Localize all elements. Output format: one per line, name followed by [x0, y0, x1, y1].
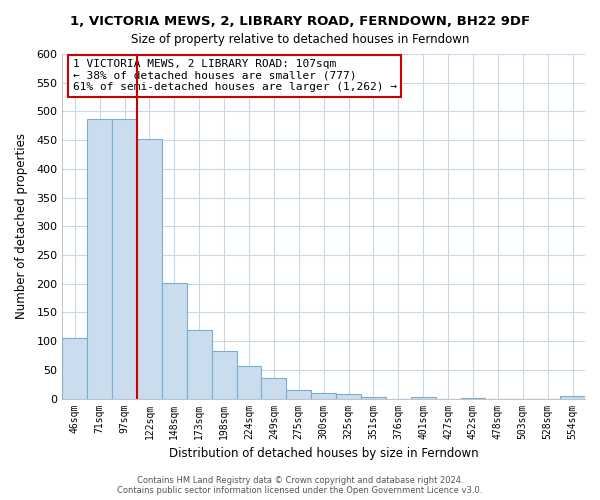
Bar: [336, 394, 361, 398]
Bar: [262, 378, 286, 398]
Bar: [112, 119, 137, 398]
Bar: [87, 119, 112, 398]
Bar: [311, 393, 336, 398]
Text: Size of property relative to detached houses in Ferndown: Size of property relative to detached ho…: [131, 32, 469, 46]
Text: 1 VICTORIA MEWS, 2 LIBRARY ROAD: 107sqm
← 38% of detached houses are smaller (77: 1 VICTORIA MEWS, 2 LIBRARY ROAD: 107sqm …: [73, 59, 397, 92]
X-axis label: Distribution of detached houses by size in Ferndown: Distribution of detached houses by size …: [169, 447, 478, 460]
Bar: [212, 352, 236, 399]
Text: Contains HM Land Registry data © Crown copyright and database right 2024.
Contai: Contains HM Land Registry data © Crown c…: [118, 476, 482, 495]
Bar: [162, 282, 187, 399]
Y-axis label: Number of detached properties: Number of detached properties: [15, 134, 28, 320]
Bar: [560, 396, 585, 398]
Bar: [286, 390, 311, 398]
Text: 1, VICTORIA MEWS, 2, LIBRARY ROAD, FERNDOWN, BH22 9DF: 1, VICTORIA MEWS, 2, LIBRARY ROAD, FERND…: [70, 15, 530, 28]
Bar: [236, 366, 262, 398]
Bar: [187, 330, 212, 398]
Bar: [361, 397, 386, 398]
Bar: [137, 139, 162, 398]
Bar: [62, 338, 87, 398]
